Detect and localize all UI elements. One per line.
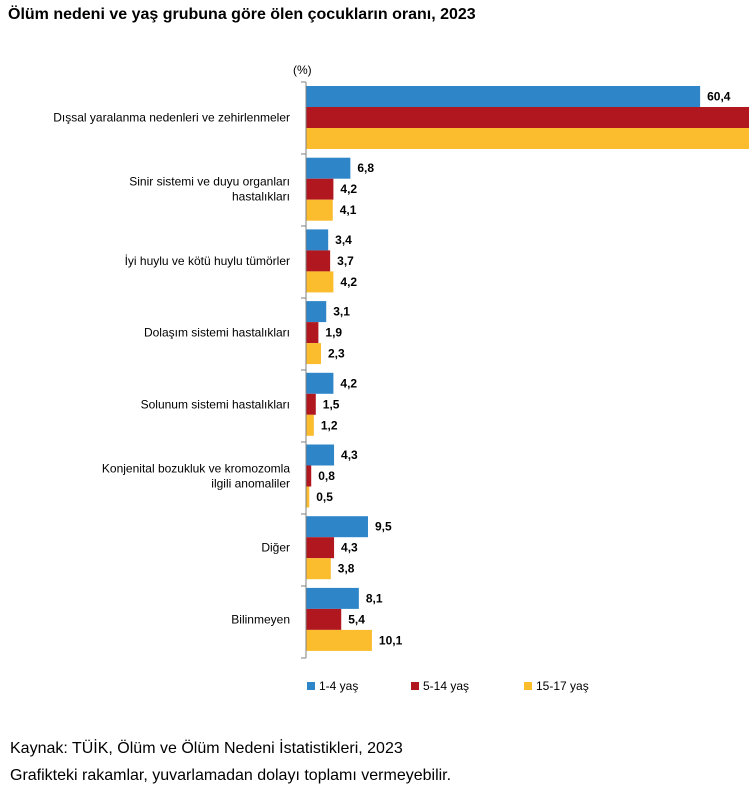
data-label: 4,3: [341, 541, 358, 555]
data-label: 3,8: [338, 562, 355, 576]
legend-swatch: [307, 682, 315, 690]
data-label: 1,5: [323, 397, 340, 411]
data-label: 3,7: [337, 254, 354, 268]
category-label: Diğer: [261, 541, 290, 555]
data-label: 6,8: [357, 161, 374, 175]
bar: [306, 393, 316, 415]
data-label: 60,4: [707, 90, 731, 104]
legend-label: 5-14 yaş: [423, 679, 469, 693]
bar: [306, 322, 319, 344]
bar: [306, 271, 334, 293]
bar: [306, 199, 333, 221]
data-label: 4,2: [340, 376, 357, 390]
bar: [306, 229, 329, 251]
data-label: 2,3: [328, 347, 345, 361]
bar: [306, 250, 331, 272]
category-label: Solunum sistemi hastalıkları: [141, 397, 290, 411]
bar: [306, 587, 359, 609]
legend-label: 1-4 yaş: [319, 679, 358, 693]
bar: [306, 516, 368, 538]
data-label: 9,5: [375, 520, 392, 534]
bar: [306, 128, 749, 149]
data-label: 3,1: [333, 305, 350, 319]
bar: [306, 343, 322, 365]
bar: [306, 178, 334, 200]
data-label: 4,2: [340, 275, 357, 289]
bar-chart: (%)60,478,173,8Dışsal yaralanma nedenler…: [53, 63, 749, 693]
data-label: 5,4: [348, 612, 365, 626]
category-label: Konjenital bozukluk ve kromozomla ilgili …: [102, 462, 290, 491]
bar: [306, 465, 312, 487]
data-label: 4,2: [340, 182, 357, 196]
data-label: 1,9: [325, 326, 342, 340]
legend-swatch: [411, 682, 419, 690]
bar: [306, 107, 749, 128]
bar: [306, 157, 351, 179]
category-label: Dışsal yaralanma nedenleri ve zehirlenme…: [53, 111, 290, 125]
data-label: 4,3: [341, 448, 358, 462]
bar: [306, 629, 372, 651]
category-label: Bilinmeyen: [231, 612, 290, 626]
bar: [306, 558, 331, 580]
bar: [306, 414, 314, 436]
bar: [306, 301, 327, 323]
bar: [306, 86, 701, 107]
bar: [306, 537, 335, 559]
data-label: 1,2: [321, 418, 338, 432]
source-note: Kaynak: TÜİK, Ölüm ve Ölüm Nedeni İstati…: [10, 740, 403, 757]
data-label: 4,1: [340, 203, 357, 217]
chart-title: Ölüm nedeni ve yaş grubuna göre ölen çoc…: [8, 6, 476, 23]
data-label: 3,4: [335, 233, 352, 247]
bar: [306, 372, 334, 394]
data-label: 0,8: [318, 469, 335, 483]
bar: [306, 486, 310, 508]
data-label: 0,5: [316, 490, 333, 504]
category-label: Dolaşım sistemi hastalıkları: [144, 326, 290, 340]
axis-unit-label: (%): [293, 63, 312, 77]
legend-swatch: [524, 682, 532, 690]
data-label: 8,1: [366, 591, 383, 605]
rounding-note: Grafikteki rakamlar, yuvarlamadan dolayı…: [10, 767, 452, 784]
bar: [306, 444, 335, 466]
category-label: Sinir sistemi ve duyu organları hastalıkl…: [129, 175, 290, 204]
bar: [306, 608, 342, 630]
data-label: 10,1: [379, 633, 403, 647]
category-label: İyi huylu ve kötü huylu tümörler: [125, 254, 290, 268]
legend-label: 15-17 yaş: [536, 679, 589, 693]
